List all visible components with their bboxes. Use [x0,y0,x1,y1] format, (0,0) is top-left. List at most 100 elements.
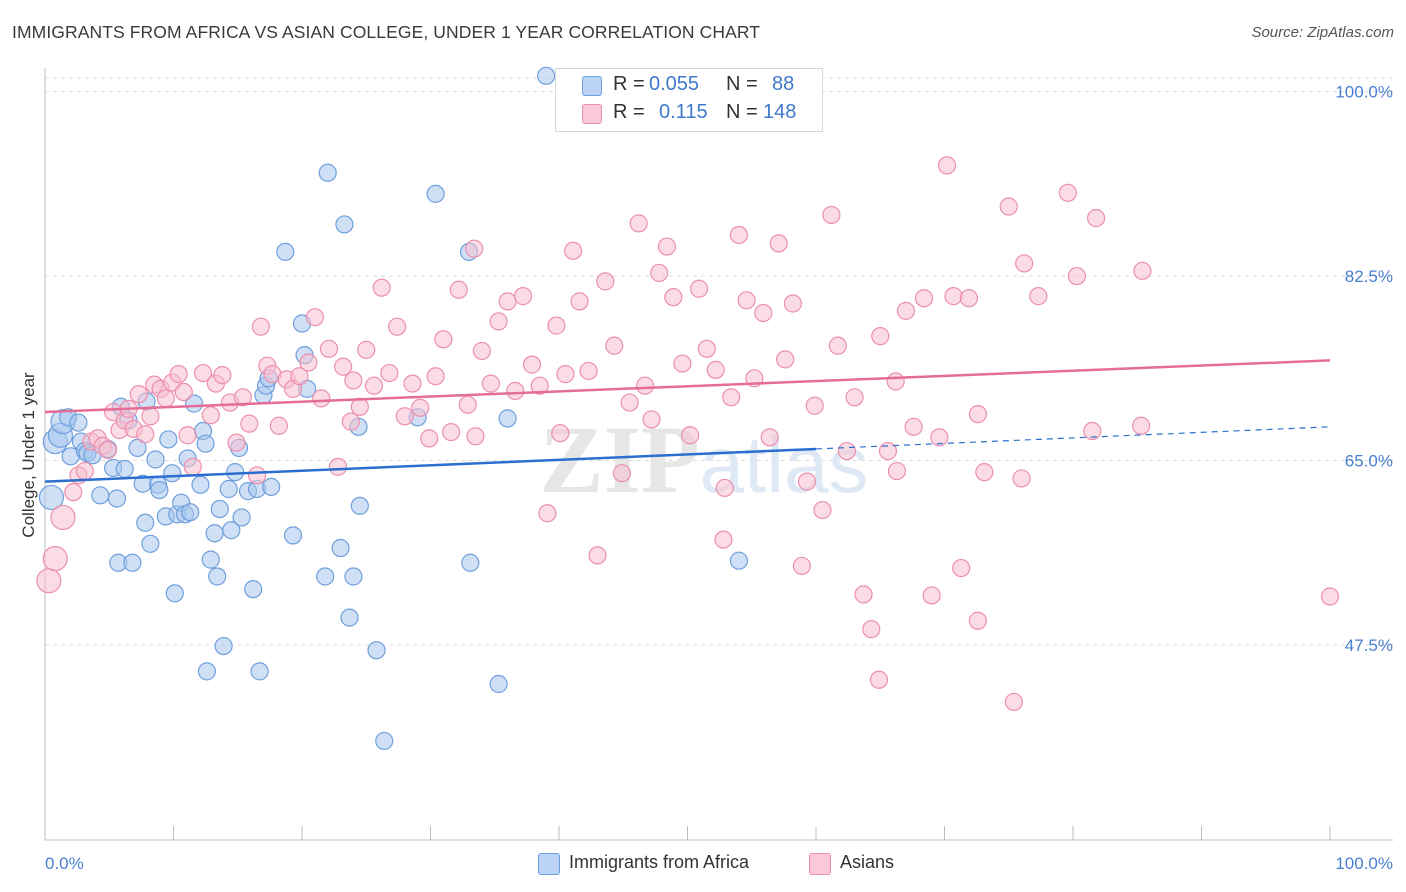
africa-point [498,409,517,428]
asians-point [481,374,500,393]
asians-point [498,292,517,311]
trend-layer [44,359,1331,483]
asians-point [449,280,468,299]
asians-point [886,372,905,391]
asians-point [845,388,864,407]
asians-point [42,545,68,572]
africa-point [184,394,204,413]
correlation-legend: R = 0.055 N = 88 R = 0.115 N = 148 [555,68,823,132]
asians-point [129,385,148,404]
africa-point [489,674,508,694]
asians-point [1067,266,1086,286]
africa-point [128,438,147,457]
asians-point [387,317,407,336]
asians-point [193,363,213,383]
africa-point [197,662,217,681]
asians-point [680,426,700,445]
africa-point [163,464,182,483]
y-tick-label: 47.5% [1345,636,1393,655]
asians-point [650,263,669,283]
asians-point [706,360,725,379]
asians-point [551,424,570,443]
asians-point [783,294,802,313]
asians-point [357,340,376,359]
africa-point [222,521,241,540]
africa-point [250,662,269,681]
asians-point [341,412,360,431]
africa-point [367,641,386,660]
asians-point [240,414,259,433]
africa-point [208,567,227,586]
asians-point [1012,469,1031,488]
asians-point [1087,209,1106,228]
asians-point [564,241,583,260]
asians-point [930,428,949,447]
asians-point [664,288,683,307]
y-tick-label: 65.0% [1345,452,1393,471]
africa-point [219,479,238,499]
asians-point [588,546,607,565]
asians-point [922,586,941,605]
africa-point [316,567,335,586]
y-tick-label: 100.0% [1335,83,1393,102]
asians-point [1083,421,1102,441]
asians-point [364,376,384,395]
asians-point [213,366,232,385]
asians-point [944,287,963,306]
asians-point [1320,587,1340,606]
asians-point [896,301,916,320]
watermark: ZIPatlas [539,406,868,513]
x-tick-label: 0.0% [45,854,84,873]
legend-r-value: 0.115 [659,101,708,123]
africa-point [335,215,354,234]
asians-point [797,472,817,491]
asians-trendline [44,359,1331,414]
asians-point [522,355,542,374]
asians-point [629,214,648,233]
asians-point [290,367,309,386]
asians-point [466,427,485,446]
asians-point [403,374,422,393]
africa-point [165,584,184,603]
axis-layer: 47.5% 65.0% 82.5% 100.0% 0.0% 100.0% [44,68,1393,873]
asians-point [372,278,391,297]
asians-point [657,237,677,256]
asians-point [513,287,533,306]
asians-point [547,316,566,335]
legend-n-label: N = [726,73,758,95]
asians-point [854,585,873,604]
points-layer [36,66,1340,751]
africa-point [159,430,178,449]
asians-point [1004,692,1023,712]
asians-point [201,406,220,425]
africa-point [340,608,359,627]
asians-point [426,367,445,386]
legend-n-value: 148 [763,101,797,123]
asians-point [251,317,270,336]
africa-point [107,489,127,508]
legend-r-label: R = [613,73,645,95]
asians-point [776,350,795,369]
asians-point [269,416,288,435]
africa-point [276,242,295,261]
africa-point [141,534,160,553]
asians-point [975,463,994,482]
legend-swatch-africa [582,76,602,96]
asians-point [968,405,988,424]
asians-point [334,357,353,376]
africa-point [69,413,88,432]
asians-point [968,611,988,630]
asians-point [183,457,202,476]
africa-point [136,513,155,532]
africa-point [205,524,224,543]
africa-point [537,66,556,85]
asians-point [570,292,589,311]
legend-n-label: N = [726,101,758,123]
asians-point [458,395,477,414]
africa-point [115,459,134,479]
africa-point [91,486,110,505]
legend-swatch-asians [809,853,831,875]
africa-point [318,163,337,182]
asians-point [411,398,430,417]
